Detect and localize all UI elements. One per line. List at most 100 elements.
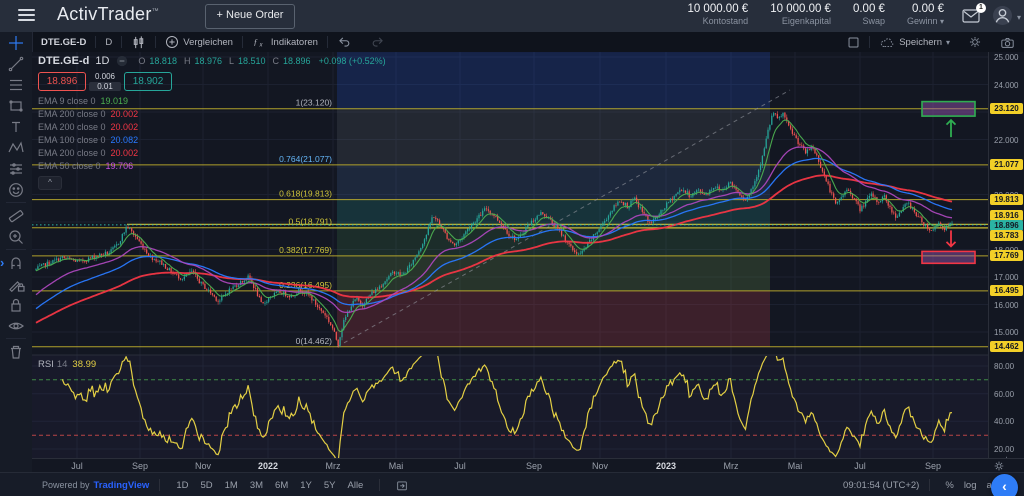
range-1D[interactable]: 1D — [176, 479, 189, 491]
svg-text:ƒ: ƒ — [253, 37, 258, 47]
account-stat-eigenkapital: 10 000.00 € Eigenkapital — [770, 3, 831, 26]
timeframe-button[interactable]: D — [105, 36, 113, 48]
tool-trend-line[interactable] — [0, 53, 32, 74]
tradingview-link[interactable]: TradingView — [93, 479, 150, 491]
rsi-tick: 80.00 — [994, 362, 1015, 371]
price-level-chip-23.120: 23.120 — [990, 103, 1023, 115]
user-avatar-button[interactable] — [993, 6, 1012, 25]
quote-buttons: 18.896 0.006 0.01 18.902 — [38, 72, 386, 91]
topbar: ActivTrader™ + Neue Order 10 000.00 € Ko… — [0, 0, 1024, 33]
tool-rectangle[interactable] — [0, 95, 32, 116]
tool-hide-all[interactable] — [0, 315, 32, 336]
compare-button[interactable]: Vergleichen — [156, 32, 242, 52]
user-menu-caret-icon[interactable]: ▾ — [1016, 13, 1021, 22]
time-tick-Mai: Mai — [787, 461, 803, 471]
range-1Y[interactable]: 1Y — [300, 479, 312, 491]
price-level-chip-18.896: 18.896 — [990, 220, 1023, 232]
fib-lines-icon — [10, 79, 22, 90]
lock-all-icon — [11, 298, 21, 312]
legend-hide-button[interactable] — [116, 55, 128, 67]
legend-collapse-button[interactable]: ^ — [38, 176, 62, 190]
percent-scale-button[interactable]: % — [945, 479, 954, 491]
range-1M[interactable]: 1M — [224, 479, 238, 491]
text-icon — [12, 121, 20, 132]
symbol-search-button[interactable]: DTE.GE-D — [41, 36, 87, 48]
svg-text:0(14.462): 0(14.462) — [296, 336, 333, 346]
tool-forecast[interactable] — [0, 158, 32, 179]
price-level-chip-18.916: 18.916 — [990, 210, 1023, 222]
range-Alle[interactable]: Alle — [347, 479, 364, 491]
tool-drawing-mode[interactable] — [0, 273, 32, 294]
range-5Y[interactable]: 5Y — [323, 479, 336, 491]
tool-ruler[interactable] — [0, 205, 32, 226]
main-menu-button[interactable] — [18, 9, 35, 22]
tool-zoom-in[interactable] — [0, 226, 32, 247]
tool-crosshair[interactable] — [0, 32, 32, 53]
snapshot-button[interactable] — [991, 32, 1024, 52]
time-tick-2023: 2023 — [655, 461, 677, 471]
crosshair-icon — [9, 35, 23, 50]
compare-plus-icon — [166, 36, 179, 48]
tool-lock-all[interactable] — [0, 294, 32, 315]
timezone-gear-icon[interactable] — [993, 460, 1005, 472]
zoom-in-icon — [9, 229, 23, 244]
drawing-toolbar — [0, 32, 33, 472]
ohlc-h-label: H — [183, 56, 191, 66]
chart-settings-button[interactable] — [959, 32, 991, 52]
chart-type-button[interactable] — [122, 32, 155, 52]
tool-magnet[interactable] — [0, 252, 32, 273]
time-tick-Sep: Sep — [131, 461, 148, 471]
buy-button[interactable]: 18.902 — [124, 72, 172, 91]
camera-icon — [1001, 37, 1014, 48]
user-icon — [995, 9, 1010, 23]
ema-legend-row: EMA 50 close 0 19.706 — [38, 161, 134, 171]
stat-caret-icon[interactable]: ▾ — [939, 17, 944, 26]
time-tick-Jul: Jul — [71, 461, 83, 471]
tool-remove-all[interactable] — [0, 341, 32, 362]
range-6M[interactable]: 6M — [275, 479, 289, 491]
time-tick-Mrz: Mrz — [325, 461, 341, 471]
forecast-icon — [10, 162, 22, 175]
inbox-button[interactable]: 1 — [962, 3, 986, 23]
save-caret-icon: ▾ — [945, 37, 950, 47]
tool-fib-lines[interactable] — [0, 74, 32, 95]
time-tick-Jul: Jul — [454, 461, 466, 471]
clock-label[interactable]: 09:01:54 (UTC+2) — [843, 479, 920, 491]
sell-button[interactable]: 18.896 — [38, 72, 86, 91]
new-order-button[interactable]: + Neue Order — [205, 4, 295, 29]
price-level-chip-17.769: 17.769 — [990, 250, 1023, 262]
collapse-panel-fab[interactable]: ‹ — [991, 474, 1018, 496]
go-to-date-button[interactable] — [390, 477, 414, 494]
range-3M[interactable]: 3M — [249, 479, 264, 491]
time-axis[interactable]: Jul Sep Nov 2022 Mrz Mai Jul Sep Nov 2023 Mrz Mai Ju… — [32, 458, 1024, 473]
ruler-icon — [8, 209, 24, 222]
range-5D[interactable]: 5D — [200, 479, 213, 491]
price-level-chip-19.813: 19.813 — [990, 194, 1023, 206]
magnet-icon — [11, 256, 21, 269]
undo-button[interactable] — [328, 32, 361, 52]
emoji-icon — [9, 182, 23, 197]
ema-legend-row: EMA 200 close 0 20.002 — [38, 109, 139, 119]
redo-button[interactable] — [361, 32, 394, 52]
log-scale-button[interactable]: log — [963, 479, 977, 491]
price-level-chip-18.783: 18.783 — [990, 230, 1023, 242]
price-axis[interactable]: 25.00024.00022.00020.00018.00017.00016.0… — [988, 52, 1024, 467]
save-layout-button[interactable]: Speichern ▾ — [870, 32, 959, 52]
panel-expand-chevron[interactable]: › — [0, 255, 5, 270]
undo-icon — [339, 37, 350, 47]
chart-canvas[interactable]: 1(23.120) 0.764(21.077) 0.618(19.813) 0.5(1… — [32, 52, 988, 458]
tool-xabcd-pattern[interactable] — [0, 137, 32, 158]
svg-text:0.382(17.769): 0.382(17.769) — [279, 245, 332, 255]
tool-emoji[interactable] — [0, 179, 32, 200]
ohlc-l-value: 18.510 — [238, 56, 266, 66]
candles-icon — [134, 35, 144, 48]
account-stat-kontostand: 10 000.00 € Kontostand — [687, 3, 749, 26]
fullscreen-button[interactable] — [838, 32, 869, 52]
app-logo: ActivTrader™ — [57, 4, 159, 24]
ohlc-o-value: 18.818 — [149, 56, 177, 66]
svg-text:1(23.120): 1(23.120) — [296, 98, 333, 108]
tool-text[interactable] — [0, 116, 32, 137]
ema-legend-row: EMA 200 close 0 20.002 — [38, 148, 139, 158]
